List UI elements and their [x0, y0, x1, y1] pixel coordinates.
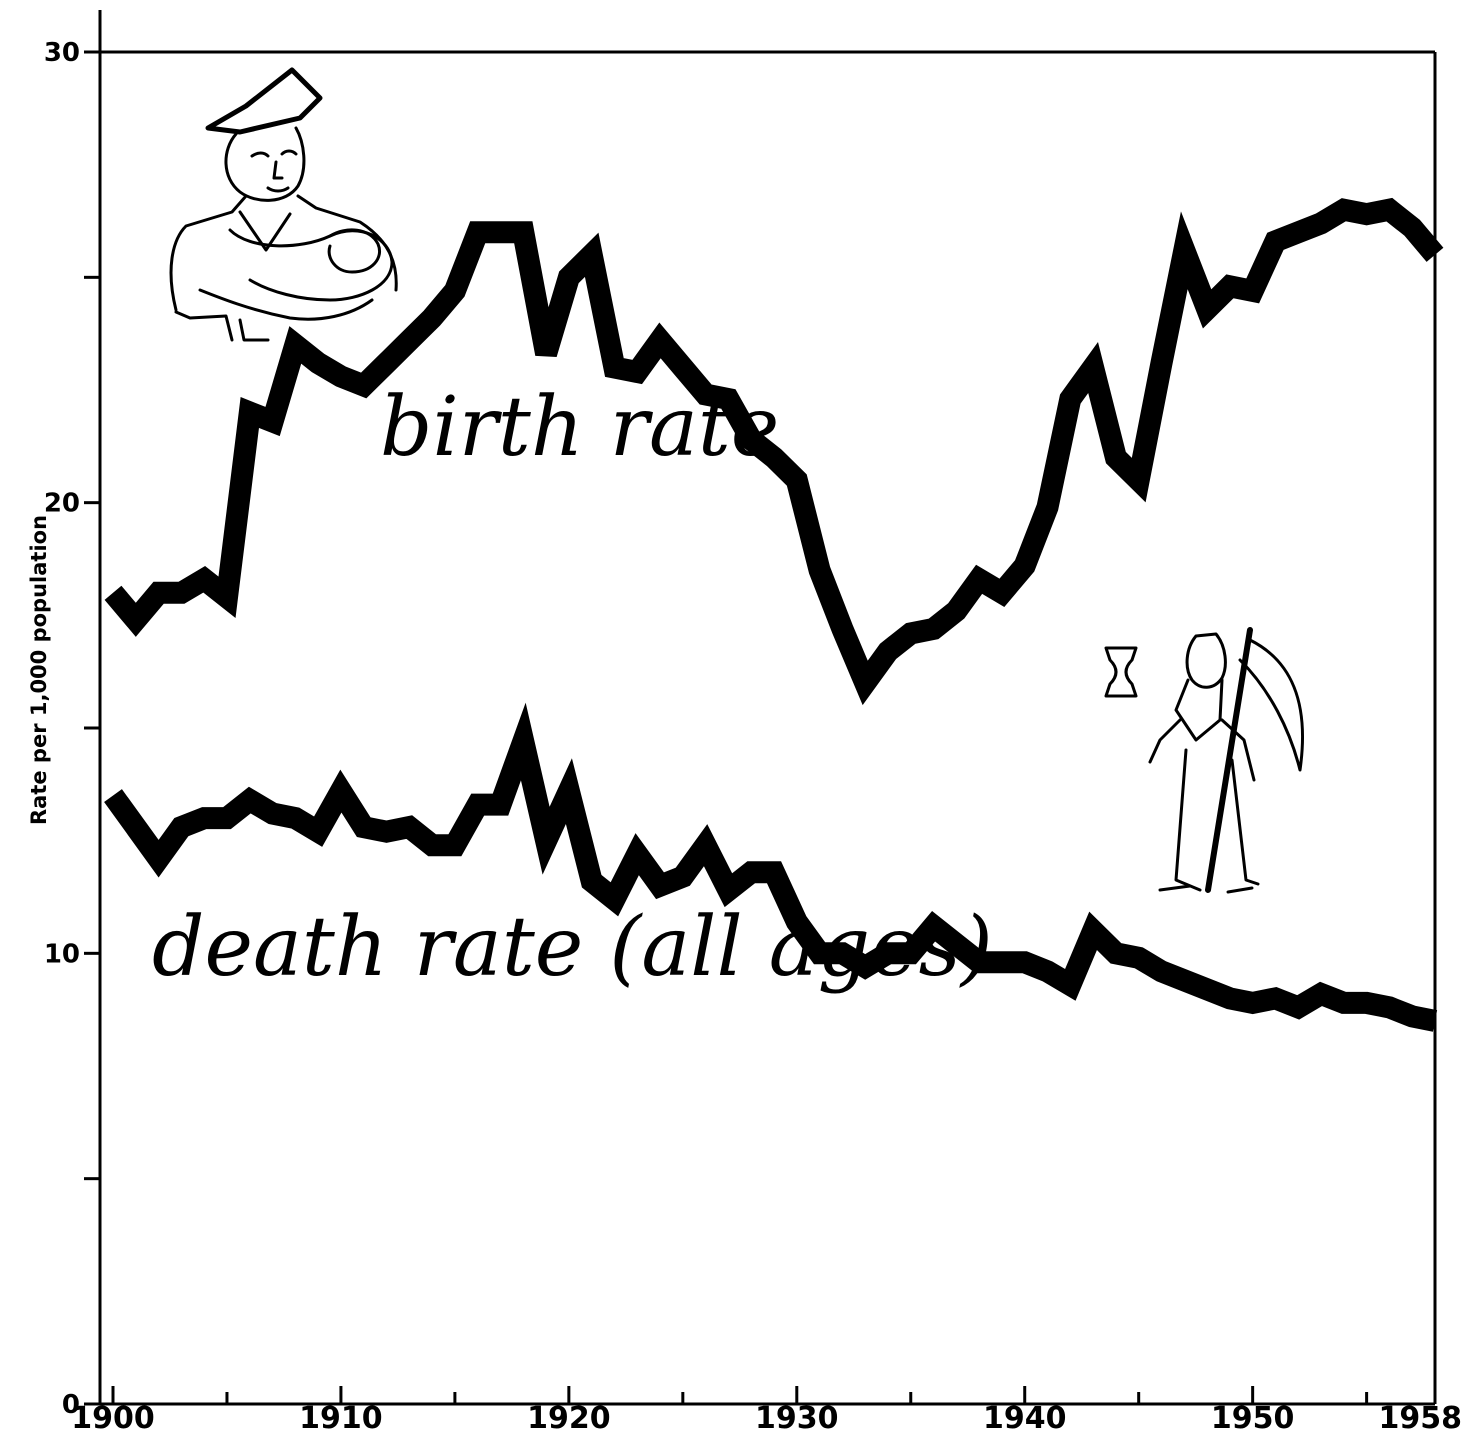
series-line-birth-rate — [104, 197, 1444, 706]
x-tick-label-1930: 1930 — [755, 1401, 839, 1432]
y-tick-label-10: 10 — [44, 939, 80, 969]
x-tick-label-1920: 1920 — [527, 1401, 611, 1432]
x-tick-label-1900: 1900 — [71, 1401, 155, 1432]
x-tick-label-1958: 1958 — [1379, 1401, 1463, 1432]
x-tick-label-1940: 1940 — [983, 1401, 1067, 1432]
axis-tick-labels: 1900 1910 1920 1930 1940 1950 1958 0 10 20 30 — [44, 38, 1462, 1432]
death-rate-label: death rate (all ages) — [152, 900, 993, 995]
y-tick-label-20: 20 — [44, 489, 80, 519]
axis-ticks — [84, 50, 1437, 1406]
x-tick-label-1950: 1950 — [1211, 1401, 1295, 1432]
y-tick-label-0: 0 — [62, 1390, 80, 1420]
birth-rate-label: birth rate — [380, 380, 779, 475]
series-lines — [104, 197, 1444, 1032]
series-line-death-rate — [104, 702, 1438, 1032]
nurse-with-baby-illustration — [169, 67, 398, 342]
x-tick-label-1910: 1910 — [299, 1401, 383, 1432]
y-axis-title: Rate per 1,000 population — [27, 515, 51, 825]
y-tick-label-30: 30 — [44, 38, 80, 68]
grim-reaper-illustration — [1104, 627, 1305, 894]
